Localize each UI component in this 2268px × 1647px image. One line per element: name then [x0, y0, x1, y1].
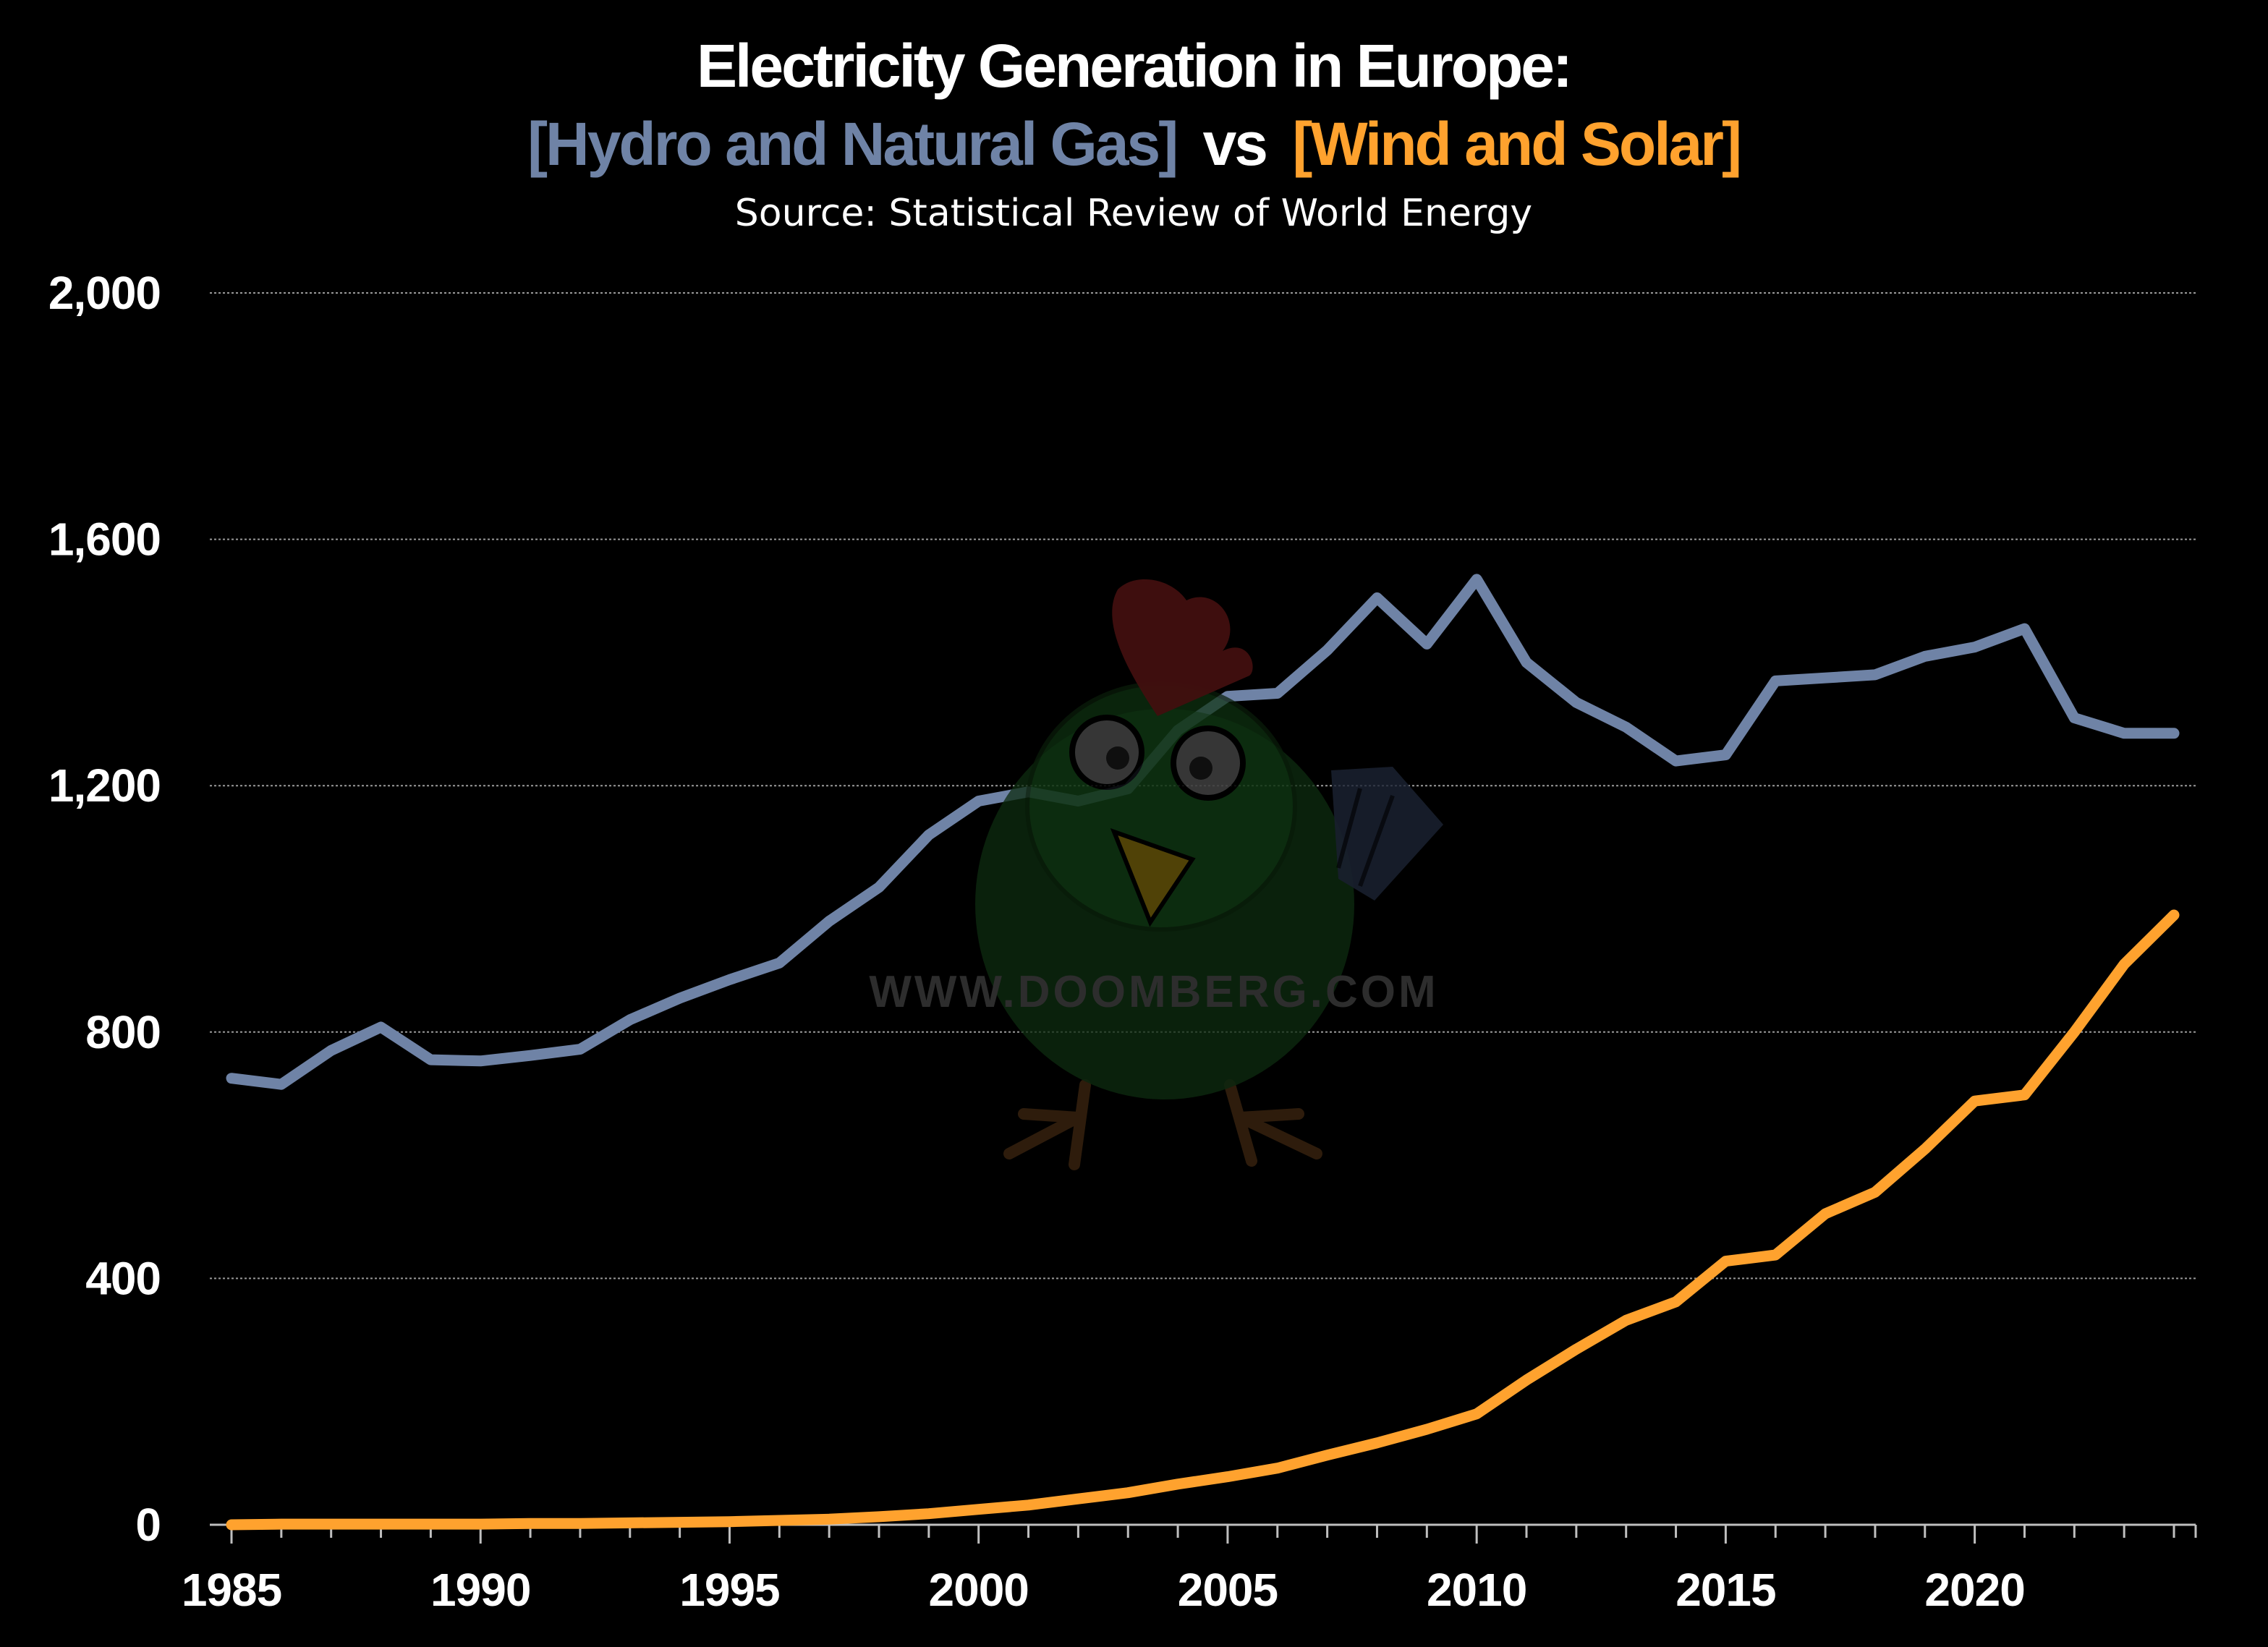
chart-title: Electricity Generation in Europe: — [697, 32, 1571, 100]
x-tick-label: 2010 — [1427, 1564, 1526, 1616]
watermark-text: WWW.DOOMBERG.COM — [869, 967, 1438, 1017]
y-tick-label: 0 — [135, 1499, 161, 1551]
y-tick-label: 2,000 — [48, 267, 161, 319]
x-tick-label: 1985 — [182, 1564, 281, 1616]
x-tick-label: 2000 — [929, 1564, 1029, 1616]
title-vs: vs — [1203, 110, 1267, 178]
x-tick-label: 2015 — [1675, 1564, 1775, 1616]
series-line-2 — [226, 909, 2180, 1531]
y-tick-label: 1,200 — [48, 759, 161, 812]
y-tick-label: 800 — [85, 1006, 161, 1058]
y-tick-label: 400 — [85, 1252, 161, 1304]
chicken-mascot-icon — [975, 579, 1443, 1170]
x-tick-label: 2005 — [1178, 1564, 1278, 1616]
chart-subtitle: Source: Statistical Review of World Ener… — [735, 192, 1532, 235]
title-series-1: [Hydro and Natural Gas] — [527, 110, 1176, 178]
x-tick-label: 1995 — [679, 1564, 779, 1616]
watermark: WWW.DOOMBERG.COM — [869, 579, 1443, 1170]
x-tick-label: 2020 — [1924, 1564, 2024, 1616]
grid-layer — [210, 292, 2196, 1280]
chart-title-line2: [Hydro and Natural Gas] vs [Wind and Sol… — [527, 110, 1740, 178]
x-tick-label: 1990 — [430, 1564, 530, 1616]
y-tick-label: 1,600 — [48, 514, 161, 566]
x-axis-labels: 1985 1990 1995 2000 2005 2010 2015 2020 — [182, 1564, 2026, 1616]
y-axis-labels: 0 400 800 1,200 1,600 2,000 — [48, 267, 161, 1551]
title-series-2: [Wind and Solar] — [1292, 110, 1740, 178]
